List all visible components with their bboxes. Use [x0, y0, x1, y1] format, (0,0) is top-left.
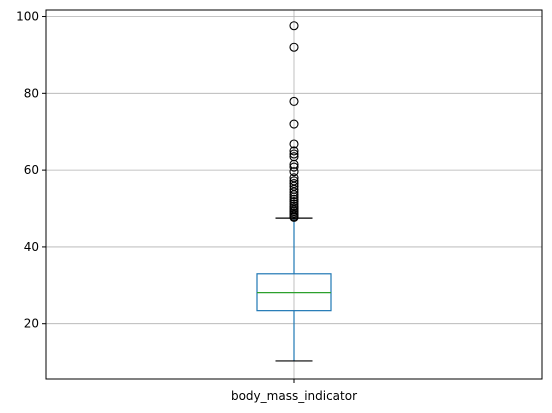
box-plot [256, 21, 332, 362]
y-tick-label: 100 [16, 10, 39, 24]
outlier-point [289, 187, 299, 197]
outlier-point [289, 212, 299, 222]
axes: 20 40 60 80 100 body_mass_indicator [16, 10, 357, 403]
outlier-point [289, 139, 299, 149]
outlier-point [289, 21, 299, 31]
y-tick-label: 40 [24, 240, 39, 254]
outlier-point [289, 146, 299, 156]
outlier-point [289, 190, 299, 200]
outlier-point [289, 167, 299, 177]
y-tick-label: 80 [24, 86, 39, 100]
outlier-point [289, 159, 299, 169]
outlier-point [289, 162, 299, 172]
outlier-point [289, 149, 299, 159]
outlier-point [289, 192, 299, 202]
outlier-point [289, 119, 299, 129]
x-tick-label: body_mass_indicator [231, 389, 357, 403]
y-tick-label: 20 [24, 317, 39, 331]
y-tick-label: 60 [24, 163, 39, 177]
outlier-point [289, 194, 299, 204]
outlier-point [289, 96, 299, 106]
outlier-point [289, 42, 299, 52]
